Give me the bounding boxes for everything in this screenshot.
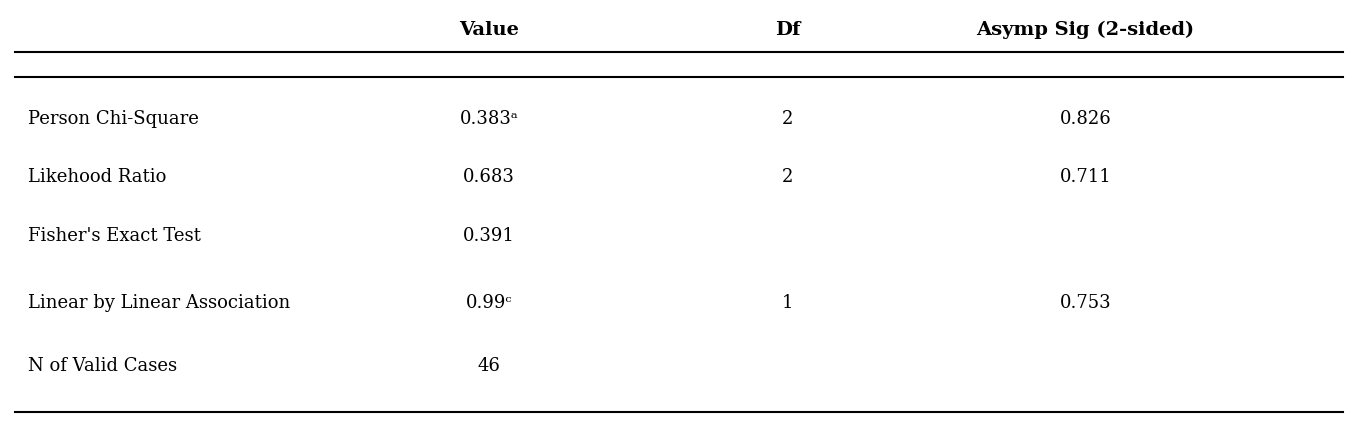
Text: Asymp Sig (2-sided): Asymp Sig (2-sided) <box>976 21 1195 39</box>
Text: 2: 2 <box>782 168 793 187</box>
Text: Likehood Ratio: Likehood Ratio <box>29 168 167 187</box>
Text: Fisher's Exact Test: Fisher's Exact Test <box>29 227 201 245</box>
Text: 0.383ᵃ: 0.383ᵃ <box>460 110 519 128</box>
Text: Value: Value <box>459 21 519 39</box>
Text: Person Chi-Square: Person Chi-Square <box>29 110 200 128</box>
Text: N of Valid Cases: N of Valid Cases <box>29 357 178 375</box>
Text: 0.753: 0.753 <box>1059 294 1111 312</box>
Text: Linear by Linear Association: Linear by Linear Association <box>29 294 291 312</box>
Text: 46: 46 <box>478 357 501 375</box>
Text: 1: 1 <box>782 294 793 312</box>
Text: Df: Df <box>774 21 800 39</box>
Text: 0.391: 0.391 <box>463 227 515 245</box>
Text: 0.711: 0.711 <box>1059 168 1111 187</box>
Text: 2: 2 <box>782 110 793 128</box>
Text: 0.99ᶜ: 0.99ᶜ <box>466 294 512 312</box>
Text: 0.826: 0.826 <box>1059 110 1111 128</box>
Text: 0.683: 0.683 <box>463 168 515 187</box>
